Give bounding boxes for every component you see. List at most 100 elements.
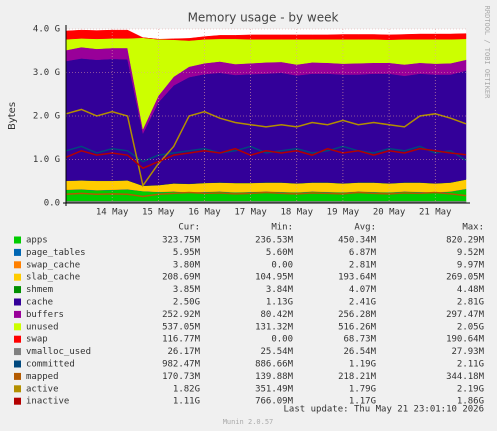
legend-value: 3.80M bbox=[173, 260, 201, 270]
y-tick-label: 4.0 G bbox=[33, 25, 60, 35]
legend-value: 190.64M bbox=[446, 335, 485, 345]
x-tick-label: 21 May bbox=[419, 208, 452, 218]
legend-value: 0.00 bbox=[271, 335, 293, 345]
legend-value: 9.97M bbox=[457, 260, 485, 270]
legend-value: 139.88M bbox=[255, 372, 294, 382]
legend-value: 25.54M bbox=[260, 347, 293, 357]
legend-swatch bbox=[14, 348, 21, 356]
legend-value: 3.84M bbox=[266, 285, 294, 295]
legend-value: 5.60M bbox=[266, 248, 294, 258]
legend-label: buffers bbox=[26, 310, 64, 320]
legend-value: 820.29M bbox=[446, 236, 485, 246]
legend-value: 3.85M bbox=[173, 285, 201, 295]
footer: Munin 2.0.57 bbox=[223, 418, 274, 426]
x-tick-label: 14 May bbox=[96, 208, 129, 218]
legend-value: 982.47M bbox=[162, 360, 201, 370]
legend-label: shmem bbox=[26, 285, 53, 295]
legend-value: 1.86G bbox=[457, 397, 484, 407]
legend-swatch bbox=[14, 323, 21, 331]
legend-value: 68.73M bbox=[343, 335, 376, 345]
legend-header: Cur: bbox=[178, 223, 200, 233]
legend-swatch bbox=[14, 273, 21, 281]
legend-swatch bbox=[14, 298, 21, 306]
legend-swatch bbox=[14, 385, 21, 393]
y-tick-label: 3.0 G bbox=[33, 68, 60, 78]
legend-value: 193.64M bbox=[338, 273, 377, 283]
area bbox=[65, 29, 467, 41]
legend-value: 0.00 bbox=[271, 260, 293, 270]
legend-label: swap bbox=[26, 335, 48, 345]
legend-value: 4.48M bbox=[457, 285, 485, 295]
x-tick-label: 16 May bbox=[188, 208, 221, 218]
legend-value: 2.41G bbox=[349, 298, 376, 308]
legend-label: active bbox=[26, 384, 59, 394]
line bbox=[65, 108, 467, 188]
legend-value: 131.32M bbox=[255, 322, 294, 332]
x-tick-label: 19 May bbox=[327, 208, 360, 218]
legend-value: 1.17G bbox=[349, 397, 376, 407]
legend-value: 27.93M bbox=[451, 347, 484, 357]
legend-label: apps bbox=[26, 236, 48, 246]
legend-value: 9.52M bbox=[457, 248, 485, 258]
legend-value: 218.21M bbox=[338, 372, 377, 382]
area bbox=[65, 58, 467, 186]
legend-value: 323.75M bbox=[162, 236, 201, 246]
legend-value: 2.81G bbox=[457, 298, 484, 308]
legend-value: 2.50G bbox=[173, 298, 200, 308]
legend-value: 170.73M bbox=[162, 372, 201, 382]
x-tick-label: 20 May bbox=[373, 208, 406, 218]
legend-value: 80.42M bbox=[260, 310, 293, 320]
legend-value: 26.17M bbox=[167, 347, 200, 357]
legend-swatch bbox=[14, 335, 21, 343]
legend-value: 116.77M bbox=[162, 335, 201, 345]
legend-value: 344.18M bbox=[446, 372, 485, 382]
legend-label: cache bbox=[26, 298, 53, 308]
legend-value: 537.05M bbox=[162, 322, 201, 332]
legend-value: 1.13G bbox=[266, 298, 293, 308]
legend-value: 297.47M bbox=[446, 310, 485, 320]
legend-swatch bbox=[14, 310, 21, 318]
legend-header: Max: bbox=[462, 223, 484, 233]
legend-swatch bbox=[14, 372, 21, 380]
legend-value: 6.87M bbox=[349, 248, 377, 258]
legend-value: 236.53M bbox=[255, 236, 294, 246]
last-update: Last update: Thu May 21 23:01:10 2026 bbox=[284, 405, 484, 415]
legend-value: 256.28M bbox=[338, 310, 377, 320]
legend-swatch bbox=[14, 360, 21, 368]
legend-value: 5.95M bbox=[173, 248, 201, 258]
legend-value: 1.79G bbox=[349, 384, 376, 394]
legend-value: 252.92M bbox=[162, 310, 201, 320]
legend-label: vmalloc_used bbox=[26, 347, 91, 357]
legend-value: 269.05M bbox=[446, 273, 485, 283]
x-tick-label: 17 May bbox=[234, 208, 267, 218]
legend-value: 104.95M bbox=[255, 273, 294, 283]
legend-label: mapped bbox=[26, 372, 59, 382]
legend-label: slab_cache bbox=[26, 273, 80, 283]
legend-value: 766.09M bbox=[255, 397, 294, 407]
legend-value: 1.19G bbox=[349, 360, 376, 370]
legend-value: 516.26M bbox=[338, 322, 377, 332]
y-tick-label: 1.0 G bbox=[33, 155, 60, 165]
legend-value: 2.11G bbox=[457, 360, 484, 370]
chart-title: Memory usage - by week bbox=[188, 11, 339, 25]
y-tick-label: 0.0 bbox=[44, 199, 60, 209]
line bbox=[65, 145, 467, 163]
legend-swatch bbox=[14, 286, 21, 294]
legend-swatch bbox=[14, 236, 21, 244]
x-tick-label: 18 May bbox=[281, 208, 314, 218]
legend-value: 2.19G bbox=[457, 384, 484, 394]
x-tick-label: 15 May bbox=[142, 208, 175, 218]
legend-value: 4.07M bbox=[349, 285, 377, 295]
legend-value: 2.81M bbox=[349, 260, 377, 270]
legend-value: 208.69M bbox=[162, 273, 201, 283]
side-label: RRDTOOL / TOBI OETIKER bbox=[483, 6, 491, 100]
legend-value: 2.05G bbox=[457, 322, 484, 332]
legend-label: swap_cache bbox=[26, 260, 80, 270]
legend-value: 351.49M bbox=[255, 384, 294, 394]
y-tick-label: 2.0 G bbox=[33, 112, 60, 122]
legend-header: Avg: bbox=[354, 223, 376, 233]
legend-value: 450.34M bbox=[338, 236, 377, 246]
legend-label: committed bbox=[26, 360, 75, 370]
